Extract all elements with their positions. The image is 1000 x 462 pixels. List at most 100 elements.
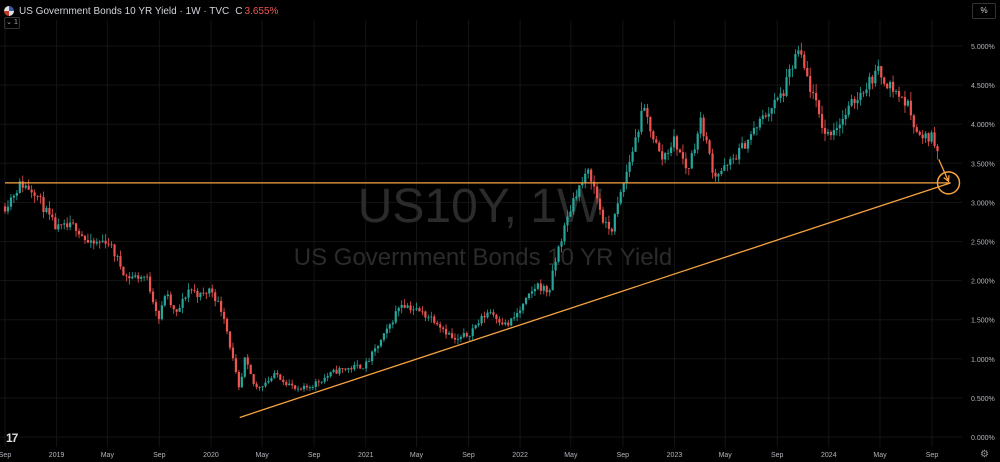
candle-body <box>196 290 199 298</box>
candle-body <box>536 283 539 289</box>
candle-body <box>276 373 279 375</box>
candle-body <box>504 322 507 325</box>
candle-body <box>569 211 572 217</box>
x-tick-label: May <box>873 452 887 459</box>
x-tick-label: Sep <box>926 452 939 459</box>
candle-body <box>462 333 465 337</box>
candle-body <box>143 276 146 278</box>
candle-body <box>554 261 557 271</box>
candle-body <box>693 149 696 154</box>
candle-body <box>806 67 809 77</box>
candle-body <box>607 221 611 229</box>
candle-body <box>347 368 350 370</box>
scale-mode-button[interactable]: % <box>972 3 996 19</box>
y-tick-label: 3.000% <box>971 200 995 207</box>
candle-body <box>199 292 202 298</box>
candle-body <box>442 327 445 329</box>
candle-body <box>696 133 699 150</box>
candle-body <box>752 128 756 135</box>
candle-body <box>33 192 36 196</box>
candle-body <box>190 289 193 291</box>
candle-body <box>160 305 163 320</box>
candle-body <box>119 256 122 267</box>
candle-body <box>137 275 140 279</box>
candle-body <box>918 131 921 135</box>
rising-trendline <box>239 182 951 419</box>
candle-body <box>723 165 726 171</box>
candle-body <box>48 208 51 215</box>
candle-body <box>646 107 649 117</box>
candle-body <box>820 114 824 128</box>
candle-body <box>296 388 300 390</box>
candle-body <box>125 275 128 277</box>
candle-body <box>95 241 98 244</box>
candle-body <box>598 198 602 210</box>
candle-body <box>501 322 504 325</box>
candle-body <box>705 136 708 141</box>
candle-body <box>299 388 303 390</box>
candle-body <box>613 214 616 232</box>
gear-icon[interactable]: ⚙ <box>980 449 989 460</box>
candle-body <box>27 185 30 190</box>
collapse-button[interactable]: ⌄ 1 <box>4 17 20 29</box>
candle-body <box>829 131 833 136</box>
symbol-title[interactable]: US Government Bonds 10 YR Yield · 1W · T… <box>19 5 230 17</box>
candle-body <box>30 189 33 193</box>
candle-body <box>12 195 15 198</box>
candle-body <box>302 385 306 390</box>
candle-body <box>21 181 24 188</box>
candle-body <box>359 364 362 369</box>
tradingview-logo-icon: 17 <box>6 431 18 445</box>
candle-body <box>134 275 137 277</box>
candle-body <box>889 81 892 89</box>
candle-body <box>308 387 312 388</box>
candle-body <box>513 317 516 319</box>
candle-body <box>202 292 205 294</box>
candle-body <box>436 322 439 325</box>
candle-body <box>729 159 732 165</box>
candle-body <box>288 383 291 386</box>
candle-body <box>708 140 711 154</box>
candle-body <box>267 380 270 383</box>
candle-body <box>356 364 359 366</box>
candle-body <box>140 277 143 279</box>
candle-body <box>880 66 883 78</box>
y-tick-label: 2.000% <box>971 279 995 286</box>
candle-body <box>815 93 818 101</box>
candle-body <box>24 185 27 188</box>
candle-body <box>803 54 806 68</box>
x-tick-label: Sep <box>153 452 166 459</box>
candle-body <box>483 315 486 318</box>
candle-body <box>655 139 658 143</box>
candle-body <box>557 246 560 262</box>
x-tick-label: 2019 <box>49 452 65 459</box>
candle-body <box>338 368 341 374</box>
candle-body <box>610 228 613 232</box>
y-tick-label: 4.000% <box>971 122 995 129</box>
candle-body <box>400 304 403 308</box>
x-tick-label: Sep <box>0 452 11 459</box>
candle-body <box>489 312 492 314</box>
candle-body <box>604 221 608 223</box>
candle-body <box>921 134 924 139</box>
candle-body <box>616 203 619 215</box>
candle-body <box>205 292 208 294</box>
candle-body <box>453 337 457 340</box>
candle-body <box>702 117 705 137</box>
candle-body <box>459 336 462 339</box>
candle-body <box>551 270 554 291</box>
y-tick-label: 0.500% <box>971 396 995 403</box>
candle-body <box>270 378 273 381</box>
arrow-head <box>943 175 950 183</box>
candle-body <box>57 224 60 230</box>
drawings[interactable] <box>5 159 961 419</box>
candle-body <box>465 333 468 337</box>
candle-body <box>936 145 939 152</box>
candle-body <box>45 208 48 213</box>
candle-body <box>791 68 794 70</box>
candle-body <box>643 107 646 111</box>
candle-body <box>305 385 309 388</box>
candle-body <box>110 244 113 246</box>
x-tick-label: Sep <box>771 452 784 459</box>
